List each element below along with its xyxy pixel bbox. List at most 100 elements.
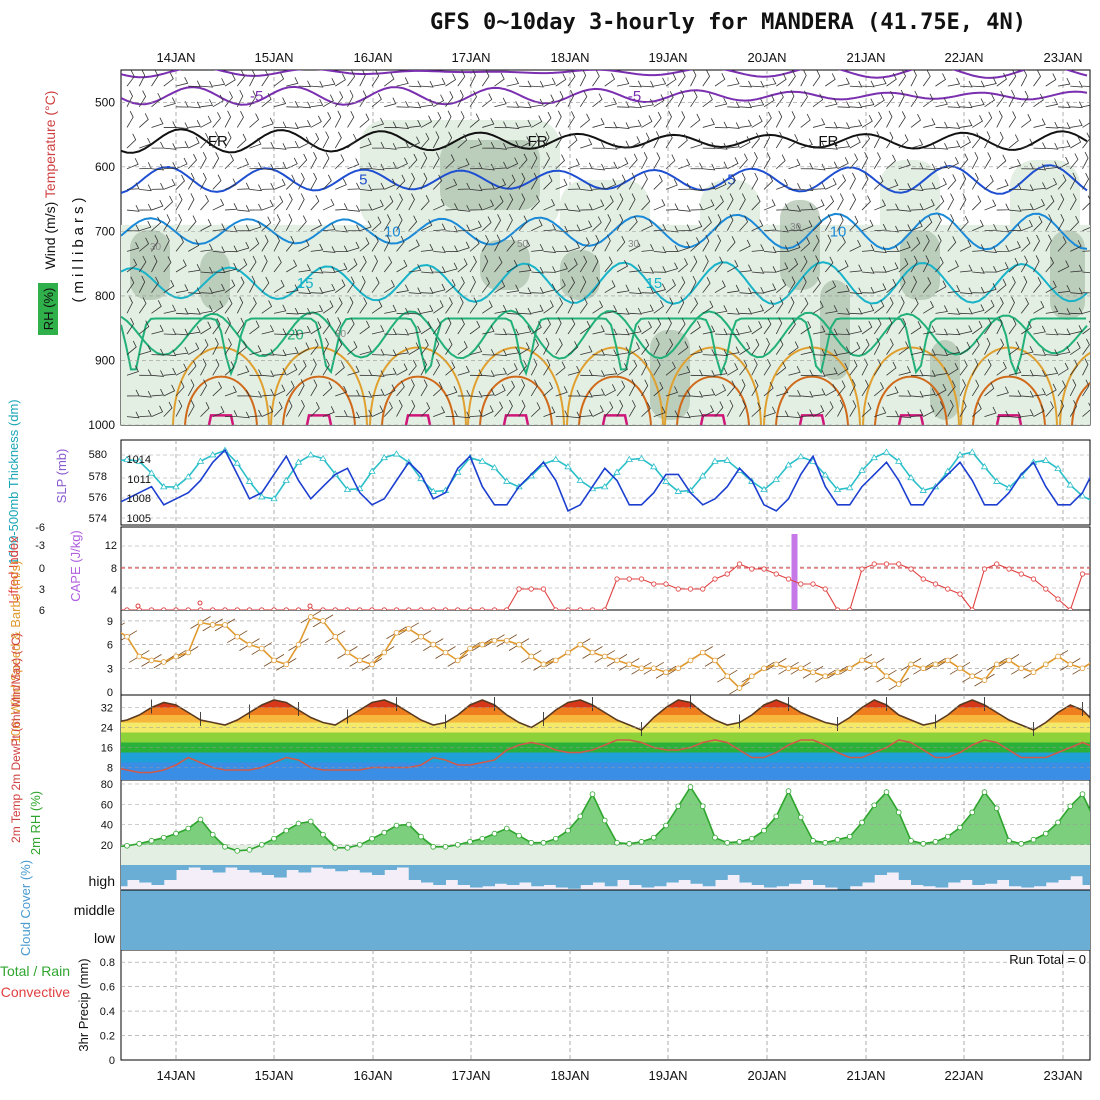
wind-barb xyxy=(396,174,406,190)
wind-barb xyxy=(604,121,618,129)
wind-barb xyxy=(1082,151,1089,169)
rh-2m-line-point xyxy=(283,827,290,834)
wind-barb xyxy=(727,77,740,87)
wind-barb xyxy=(1057,101,1071,108)
wind-speed-line-point xyxy=(957,665,963,672)
wind-barb xyxy=(1008,158,1022,170)
thickness-line-point xyxy=(846,484,854,491)
wind-barb xyxy=(959,240,972,252)
wind-barb xyxy=(384,280,395,294)
wind-barb xyxy=(567,89,574,107)
cloud-high-bar xyxy=(310,865,324,868)
wind-barb xyxy=(236,340,248,355)
wind-barb xyxy=(494,328,508,336)
cloud-high-bar xyxy=(274,865,287,878)
wind-barb xyxy=(751,98,765,108)
wind-barb xyxy=(873,152,881,169)
cloud-high-bar xyxy=(359,865,373,873)
date-tick-bottom: 22JAN xyxy=(944,1068,983,1083)
wind-barb xyxy=(482,93,493,108)
wind-barb xyxy=(249,184,263,192)
isotherm--5 xyxy=(121,85,1088,106)
wind-barb xyxy=(249,70,256,87)
wind-barb xyxy=(298,101,312,109)
wind-barb xyxy=(163,367,177,376)
wind-barb xyxy=(763,152,771,169)
wind-barb xyxy=(763,131,770,149)
thickness-tick: 580 xyxy=(89,449,107,461)
wind-barb xyxy=(249,390,263,398)
wind-barb xyxy=(873,382,884,397)
wind-speed-line-point xyxy=(577,641,584,648)
isotherm-label: FR xyxy=(208,133,228,150)
cloud-high-bar xyxy=(200,865,214,870)
cape-line-point xyxy=(651,581,657,587)
wind-barb xyxy=(1070,101,1083,109)
wind-barb xyxy=(665,73,677,87)
wind-barb xyxy=(592,216,602,232)
precip-tick: 0 xyxy=(109,1055,115,1067)
wind-speed-line-point xyxy=(197,619,204,626)
cloud-high-bar xyxy=(1045,865,1059,883)
wind-barb xyxy=(531,304,544,314)
thickness-line-point xyxy=(160,483,168,490)
wind-barb xyxy=(285,235,295,252)
wind-barb xyxy=(126,133,137,149)
wind-barb xyxy=(580,220,593,232)
rh-2m-line-point xyxy=(1030,836,1037,843)
wind-barb xyxy=(861,244,875,252)
wind-barb xyxy=(530,338,539,355)
wind-barb xyxy=(1008,411,1022,419)
wind-barb xyxy=(922,70,931,87)
wind-barb xyxy=(812,349,826,356)
wind-barb xyxy=(775,131,783,149)
cape-line-point xyxy=(920,576,926,582)
rh-2m-line-point xyxy=(675,803,682,810)
wind-barb xyxy=(359,237,370,252)
cloud-high-bar xyxy=(482,865,495,887)
wind-barb xyxy=(1033,142,1047,149)
wind-barb xyxy=(1082,227,1090,232)
wind-barb xyxy=(616,77,630,87)
wind-barb xyxy=(947,328,961,336)
wind-barb xyxy=(298,153,308,170)
wind-barb xyxy=(727,122,740,129)
wind-barb xyxy=(702,199,715,211)
isotherm-35 xyxy=(995,414,1023,425)
wind-barb xyxy=(138,275,146,293)
wind-barb xyxy=(555,154,565,170)
wind-barb xyxy=(457,89,464,107)
wind-barb xyxy=(776,410,789,418)
cape-line-point xyxy=(271,607,277,610)
wind-barb xyxy=(898,341,909,355)
wind-barb xyxy=(910,297,919,314)
wind-barb xyxy=(641,98,654,108)
wind-barb xyxy=(224,297,233,314)
wind-barb xyxy=(1082,402,1090,417)
cloud-ylabel: Cloud Cover (%) xyxy=(18,860,33,956)
wind-barb xyxy=(1045,280,1057,294)
wind-barb xyxy=(445,361,456,376)
wind-barb xyxy=(273,384,286,397)
wind-barb xyxy=(849,341,861,355)
cape-line-point xyxy=(626,576,632,582)
wind-barb xyxy=(580,320,591,335)
wind-barb xyxy=(776,245,789,252)
wind-barb xyxy=(726,380,736,397)
wind-barb xyxy=(371,255,378,273)
wind-barb xyxy=(1045,328,1059,336)
wind-barb xyxy=(727,308,740,315)
rh-2m-line-point xyxy=(944,833,951,840)
wind-barb xyxy=(359,275,366,293)
wind-barb xyxy=(861,402,872,417)
wind-barb xyxy=(886,73,897,87)
wind-barb xyxy=(641,358,648,376)
wind-speed-line-point xyxy=(810,669,816,676)
wind-barb xyxy=(126,241,140,252)
wind-barb xyxy=(812,325,826,335)
wind-barb xyxy=(273,328,287,335)
wind-barb xyxy=(1057,122,1071,129)
cloud-high-bar xyxy=(984,865,998,884)
wind-barb xyxy=(653,223,667,232)
wind-barb xyxy=(408,119,422,128)
